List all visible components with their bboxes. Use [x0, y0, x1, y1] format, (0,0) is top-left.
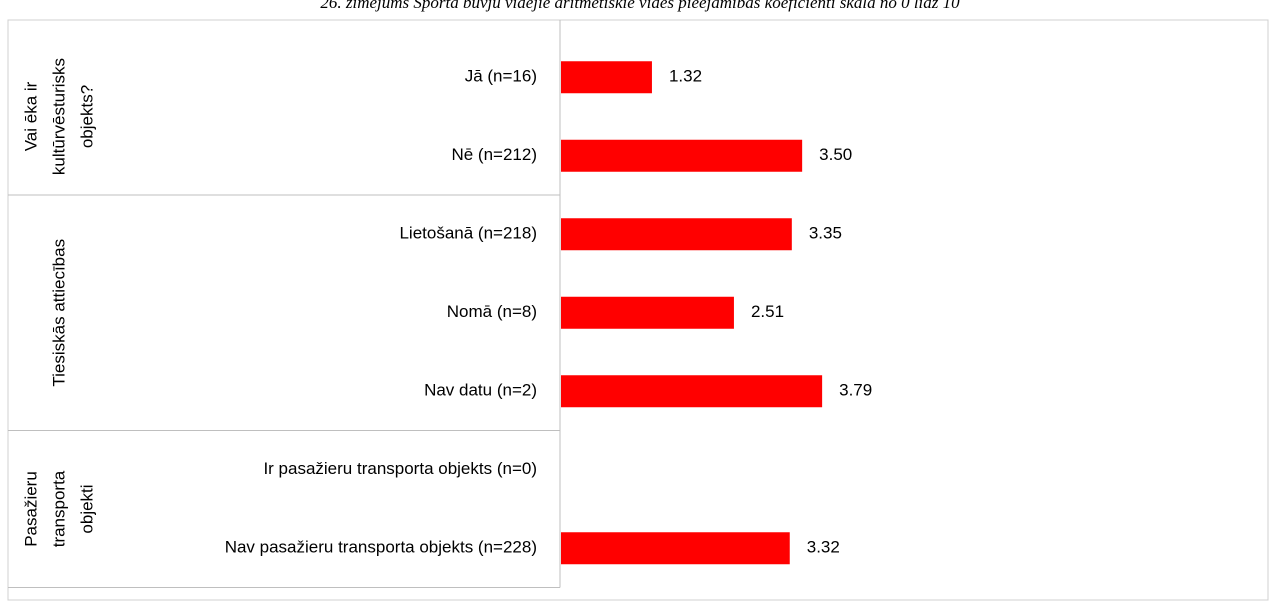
y-tick-label: Nomā (n=8) [447, 302, 537, 321]
bar [561, 61, 652, 94]
group-label: transporta [49, 470, 68, 547]
group-label: Vai ēka ir [21, 81, 40, 151]
group-label: objekti [77, 484, 96, 533]
value-label: 3.35 [809, 224, 842, 243]
y-tick-label: Nē (n=212) [451, 145, 537, 164]
group-label: Pasažieru [21, 471, 40, 547]
y-tick-label: Lietošanā (n=218) [399, 224, 537, 243]
value-label: 3.32 [807, 538, 840, 557]
bar [561, 532, 790, 565]
value-label: 3.79 [839, 381, 872, 400]
bar [561, 139, 803, 172]
y-tick-label: Nav pasažieru transporta objekts (n=228) [225, 538, 537, 557]
group-label: objekts? [77, 85, 96, 148]
y-tick-label: Ir pasažieru transporta objekts (n=0) [263, 459, 537, 478]
value-label: 2.51 [751, 302, 784, 321]
bar [561, 218, 792, 251]
value-label: 1.32 [669, 67, 702, 86]
chart-title: 26. zīmējums Sporta būvju vidējie aritmē… [320, 0, 960, 12]
value-label: 3.50 [819, 145, 852, 164]
chart-frame [7, 19, 1269, 601]
y-tick-label: Nav datu (n=2) [424, 381, 537, 400]
bar [561, 375, 823, 408]
bar [561, 296, 734, 329]
group-label: Tiesiskās attiecības [49, 239, 68, 387]
group-label: kultūrvēsturisks [49, 58, 68, 175]
y-tick-label: Jā (n=16) [465, 67, 537, 86]
